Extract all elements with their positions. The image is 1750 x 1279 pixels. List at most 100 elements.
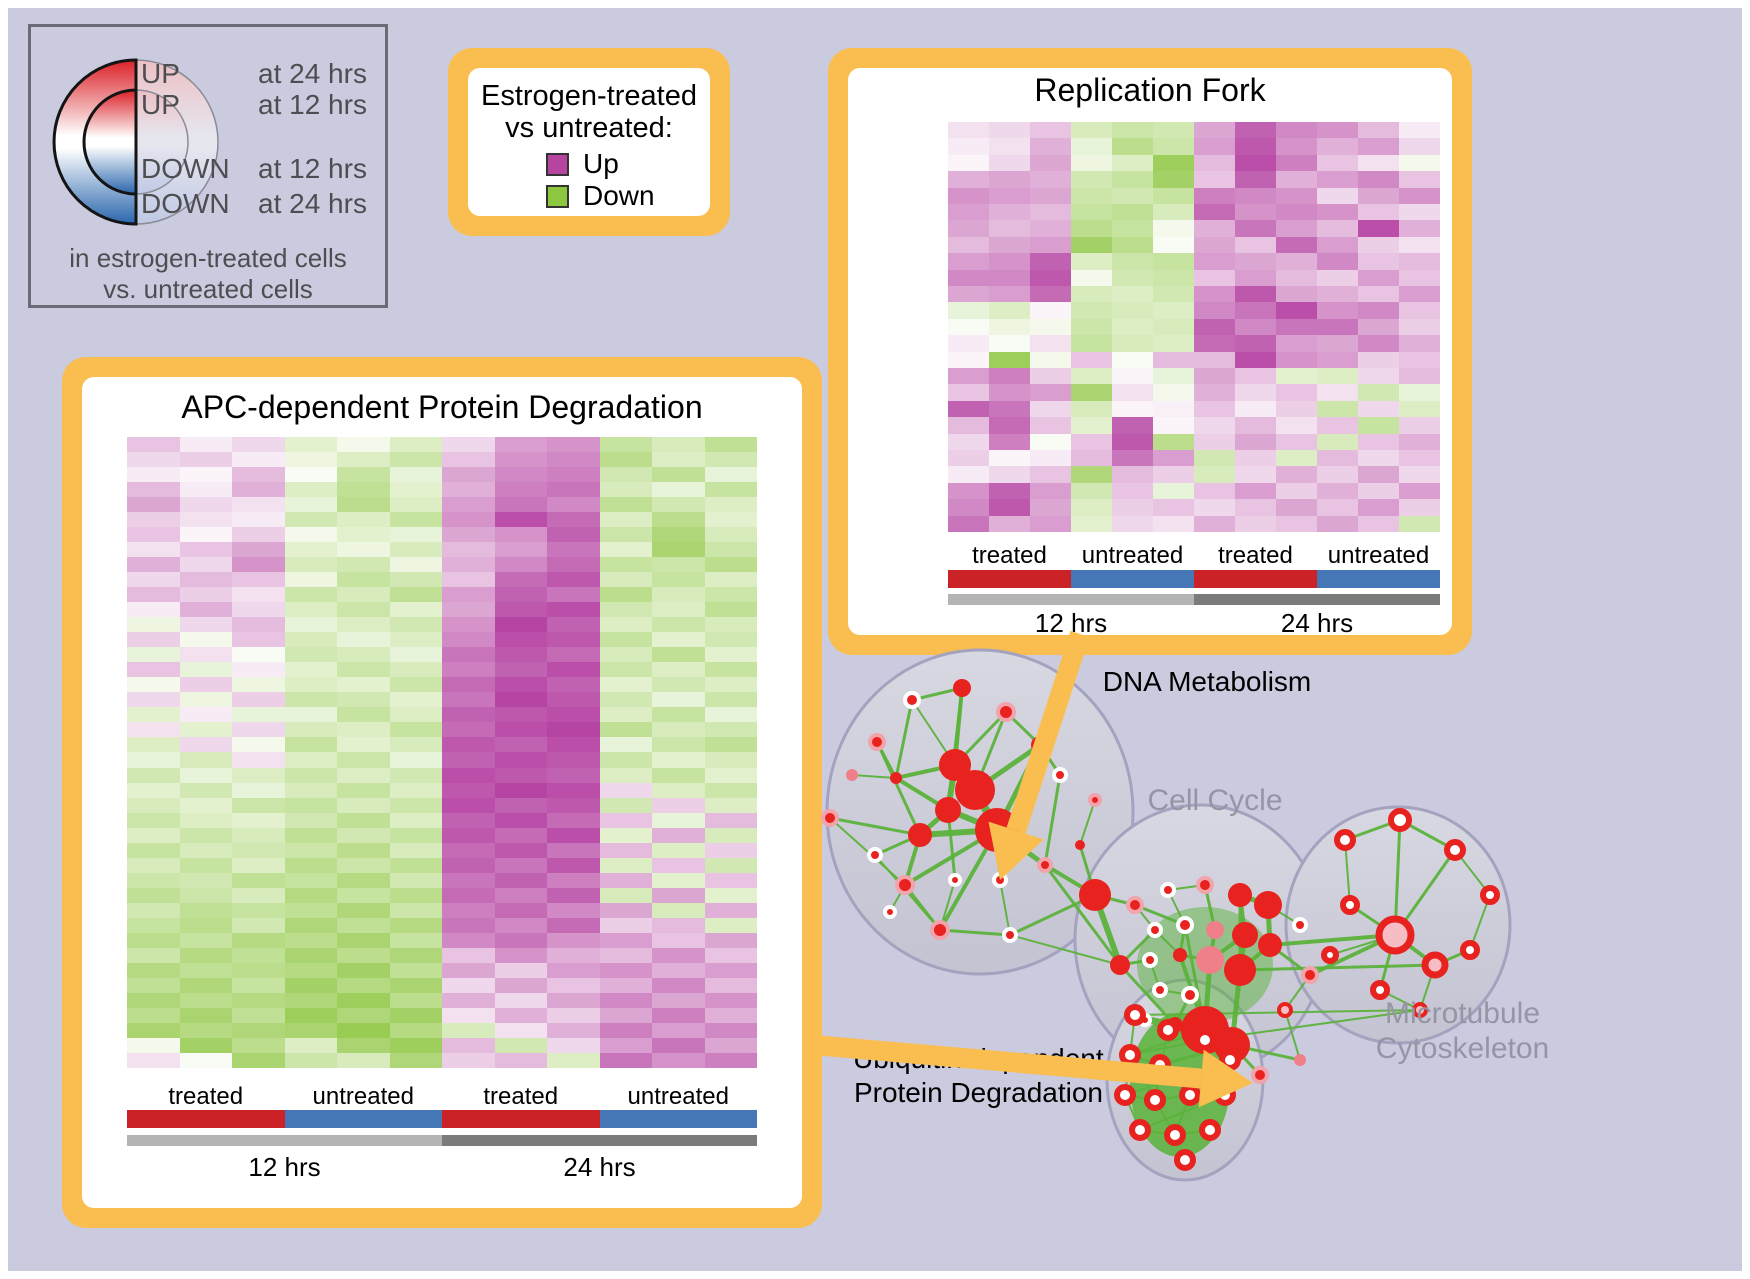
- heatmap-cell: [704, 1007, 757, 1023]
- heatmap-cell: [232, 962, 285, 978]
- heatmap-cell: [494, 782, 547, 798]
- heatmap-cell: [1235, 154, 1276, 172]
- heatmap-cell: [442, 482, 495, 498]
- heatmap-cell: [1235, 466, 1276, 483]
- heatmap-cell: [179, 917, 232, 933]
- bar-label: untreated: [1327, 542, 1430, 569]
- heatmap-cell: [599, 767, 652, 783]
- heatmap-cell: [1235, 302, 1276, 319]
- heatmap-cell: [179, 572, 232, 588]
- heatmap-cell: [232, 737, 285, 753]
- heatmap-cell: [232, 827, 285, 843]
- heatmap-cell: [1317, 384, 1358, 401]
- heatmap-cell: [284, 902, 337, 918]
- heatmap-cell: [179, 467, 232, 483]
- heatmap-cell: [652, 902, 705, 918]
- heatmap-cell: [652, 1052, 705, 1068]
- heatmap-cell: [284, 452, 337, 468]
- heatmap-cell: [337, 917, 390, 933]
- heatmap-cell: [704, 557, 757, 573]
- heatmap-cell: [232, 662, 285, 678]
- updown-dir-label: UP: [141, 89, 180, 120]
- heatmap-cell: [389, 572, 442, 588]
- heatmap-cell: [1153, 318, 1194, 336]
- heatmap-cell: [179, 752, 232, 768]
- heatmap-cell: [442, 962, 495, 978]
- heatmap-cell: [599, 992, 652, 1008]
- heatmap-cell: [442, 917, 495, 933]
- bar-segment: [948, 570, 1071, 588]
- heatmap-cell: [1071, 367, 1112, 385]
- heatmap-cell: [179, 872, 232, 888]
- heatmap-cell: [337, 542, 390, 558]
- heatmap-cell: [337, 977, 390, 993]
- heatmap-cell: [232, 782, 285, 798]
- rf-time-labels: 12 hrs 24 hrs: [948, 608, 1440, 639]
- heatmap-cell: [547, 797, 600, 813]
- heatmap-cell: [1399, 285, 1440, 303]
- heatmap-cell: [989, 203, 1030, 221]
- heatmap-cell: [1030, 171, 1071, 188]
- bar-segment: [1194, 594, 1440, 605]
- heatmap-cell: [389, 1037, 442, 1053]
- heatmap-cell: [1399, 253, 1440, 270]
- heatmap-cell: [1276, 138, 1317, 155]
- heatmap-cell: [1235, 171, 1276, 188]
- heatmap-cell: [232, 587, 285, 603]
- heatmap-cell: [494, 692, 547, 708]
- heatmap-cell: [652, 467, 705, 483]
- heatmap-cell: [127, 872, 180, 888]
- heatmap-cell: [1194, 499, 1235, 516]
- heatmap-cell: [284, 512, 337, 528]
- heatmap-cell: [989, 466, 1030, 483]
- heatmap-cell: [1399, 367, 1440, 385]
- heatmap-cell: [1317, 351, 1358, 368]
- heatmap-cell: [179, 1052, 232, 1068]
- heatmap-cell: [1071, 318, 1112, 336]
- heatmap-cell: [127, 782, 180, 798]
- heatmap-cell: [547, 752, 600, 768]
- heatmap-cell: [232, 842, 285, 858]
- heatmap-cell: [337, 662, 390, 678]
- heatmap-cell: [1194, 449, 1235, 467]
- heatmap-cell: [494, 662, 547, 678]
- heatmap-cell: [1194, 285, 1235, 303]
- heatmap-cell: [1112, 187, 1153, 204]
- heatmap-cell: [442, 797, 495, 813]
- heatmap-cell: [599, 857, 652, 873]
- heatmap-cell: [494, 647, 547, 663]
- microtubule-label-line1: Microtubule: [1384, 997, 1541, 1030]
- heatmap-cell: [337, 632, 390, 648]
- bar-segment: [1317, 570, 1440, 588]
- heatmap-cell: [652, 932, 705, 948]
- heatmap-cell: [127, 887, 180, 903]
- heatmap-cell: [1399, 171, 1440, 188]
- heatmap-cell: [1399, 154, 1440, 172]
- heatmap-cell: [284, 917, 337, 933]
- heatmap-cell: [389, 812, 442, 828]
- heatmap-cell: [127, 992, 180, 1008]
- heatmap-cell: [127, 857, 180, 873]
- heatmap-cell: [704, 797, 757, 813]
- heatmap-cell: [494, 587, 547, 603]
- heatmap-cell: [284, 977, 337, 993]
- bar-segment: [284, 1110, 442, 1128]
- heatmap-cell: [179, 782, 232, 798]
- heatmap-cell: [1235, 269, 1276, 286]
- heatmap-cell: [127, 827, 180, 843]
- heatmap-cell: [389, 872, 442, 888]
- heatmap-cell: [704, 962, 757, 978]
- heatmap-cell: [179, 662, 232, 678]
- heatmap-cell: [948, 433, 989, 450]
- heatmap-cell: [652, 767, 705, 783]
- heatmap-cell: [989, 285, 1030, 303]
- heatmap-cell: [652, 872, 705, 888]
- heatmap-cell: [1112, 499, 1153, 516]
- heatmap-cell: [599, 497, 652, 513]
- heatmap-cell: [337, 452, 390, 468]
- heatmap-cell: [599, 842, 652, 858]
- heatmap-cell: [547, 542, 600, 558]
- heatmap-cell: [1317, 138, 1358, 155]
- heatmap-cell: [389, 527, 442, 543]
- heatmap-cell: [547, 962, 600, 978]
